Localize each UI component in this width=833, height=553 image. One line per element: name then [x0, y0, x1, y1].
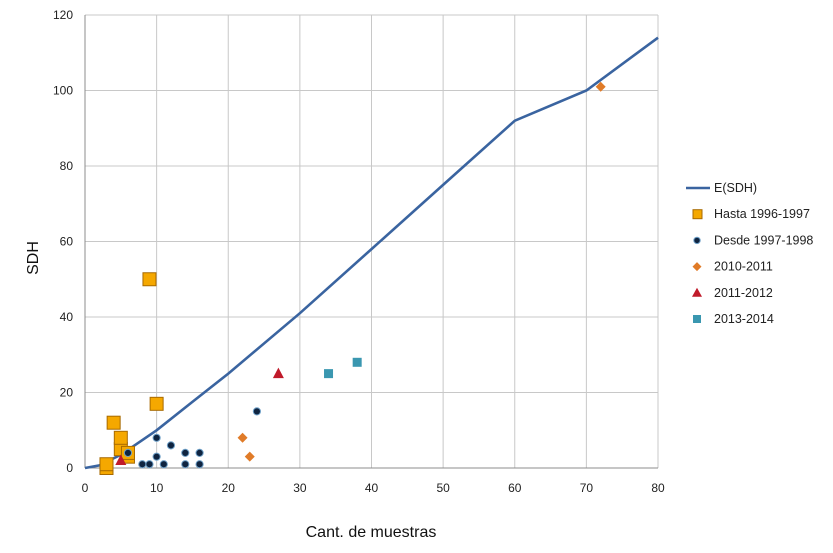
data-point	[106, 415, 121, 430]
data-point	[595, 81, 606, 92]
e-sdh-line	[84, 36, 659, 470]
x-tick-label: 70	[580, 481, 594, 495]
series-desde-1997-1998	[123, 407, 261, 469]
x-tick-label: 60	[508, 481, 522, 495]
y-tick-label: 40	[60, 310, 74, 324]
legend-label: Hasta 1996-1997	[714, 207, 810, 221]
data-point	[138, 460, 147, 469]
data-point	[324, 369, 334, 379]
series-e-sdh	[84, 36, 659, 470]
data-point	[181, 460, 190, 469]
legend-label: E(SDH)	[714, 181, 757, 195]
data-point	[152, 433, 161, 442]
y-axis-label: SDH	[25, 241, 42, 275]
data-point	[115, 454, 127, 465]
legend-marker	[692, 262, 702, 272]
data-point	[244, 451, 255, 462]
y-tick-label: 80	[60, 159, 74, 173]
y-axis-ticks: 0 20 40 60 80 100 120	[53, 8, 73, 475]
data-point	[252, 407, 261, 416]
data-point	[352, 357, 362, 367]
legend-item: 2013-2014	[693, 312, 774, 326]
y-tick-label: 0	[66, 461, 73, 475]
data-point	[181, 448, 190, 457]
legend-label: 2011-2012	[714, 286, 773, 300]
legend-marker	[693, 315, 701, 323]
series-2010-2011	[237, 81, 606, 462]
legend-item: Hasta 1996-1997	[692, 207, 810, 221]
data-point	[166, 441, 176, 450]
data-point	[195, 448, 204, 457]
legend-marker	[693, 236, 701, 245]
series-2013-2014	[324, 357, 362, 379]
x-tick-label: 30	[293, 481, 307, 495]
grid	[84, 14, 659, 469]
data-point	[272, 367, 284, 379]
y-tick-label: 20	[60, 386, 74, 400]
data-point	[149, 396, 164, 411]
legend-item: Desde 1997-1998	[693, 233, 813, 247]
data-point	[142, 272, 157, 287]
data-point	[159, 460, 168, 469]
x-tick-label: 0	[82, 481, 89, 495]
legend: E(SDH) Hasta 1996-1997 Desde 1997-1998 2010…	[686, 181, 813, 326]
data-point	[152, 452, 161, 461]
x-tick-label: 40	[365, 481, 379, 495]
x-tick-label: 50	[436, 481, 450, 495]
x-tick-label: 10	[150, 481, 164, 495]
data-point	[237, 432, 248, 443]
series-2011-2012	[115, 367, 284, 465]
plot-area	[84, 36, 659, 475]
x-axis-ticks: 0 10 20 30 40 50 60 70 80	[82, 481, 665, 495]
y-tick-label: 60	[60, 235, 74, 249]
legend-marker	[692, 287, 702, 297]
data-point	[113, 430, 128, 445]
legend-label: Desde 1997-1998	[714, 233, 813, 247]
legend-item: 2010-2011	[692, 260, 773, 274]
data-point	[145, 460, 154, 469]
data-point	[195, 460, 204, 469]
data-point	[123, 448, 133, 457]
series-hasta-1996-1997	[99, 272, 164, 475]
legend-item: E(SDH)	[686, 181, 757, 195]
legend-label: 2013-2014	[714, 312, 774, 326]
x-axis-label: Cant. de muestras	[306, 524, 437, 541]
y-tick-label: 120	[53, 8, 73, 22]
data-point	[99, 457, 114, 472]
legend-marker	[692, 209, 703, 220]
legend-label: 2010-2011	[714, 260, 773, 274]
x-tick-label: 20	[222, 481, 236, 495]
y-tick-label: 100	[53, 84, 73, 98]
legend-item: 2011-2012	[692, 286, 773, 300]
x-tick-label: 80	[651, 481, 665, 495]
